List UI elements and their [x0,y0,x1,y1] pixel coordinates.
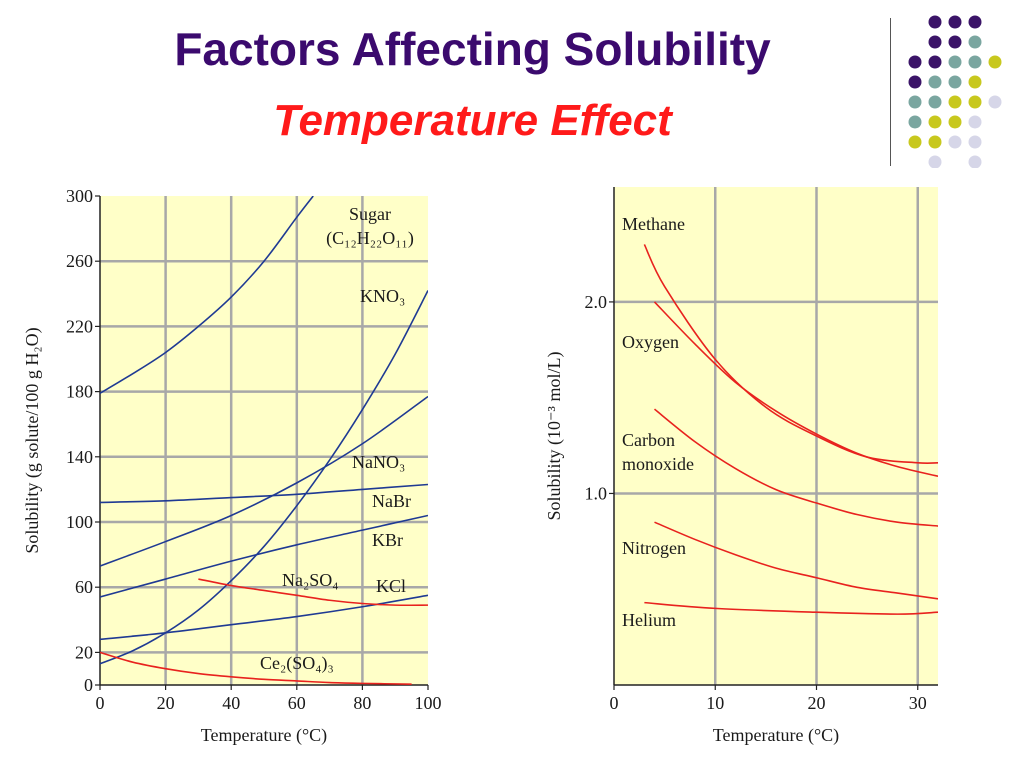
decor-dot [928,35,942,49]
decor-dot [968,95,982,109]
series-label: Oxygen [622,332,679,352]
x-tick-label: 30 [909,693,927,713]
series-label: NaBr [372,491,411,511]
decor-dot [908,135,922,149]
decor-dot [928,55,942,69]
decor-dot [908,115,922,129]
decor-dot [968,155,982,168]
y-tick-label: 300 [66,186,93,206]
series-label: Ce₂(SO₄)₃ [260,653,334,674]
decor-dot [948,35,962,49]
series-line-0 [100,196,314,394]
series-line-2 [100,395,428,567]
x-tick-label: 20 [808,693,826,713]
decorative-dot-grid [908,15,1002,168]
decor-dot [968,115,982,129]
y-tick-label: 1.0 [585,483,608,503]
series-label: Na₂SO₄ [282,570,339,590]
plot-area [614,187,938,685]
series-label: KNO₃ [360,286,405,306]
series-line-1 [653,301,938,478]
series-line-7 [100,651,412,685]
decor-dot [948,95,962,109]
series-label: KCl [376,576,406,596]
decor-dot [928,75,942,89]
series-label: monoxide [622,454,694,474]
decor-dot [948,15,962,29]
series-line-3 [654,521,938,600]
series-label: Helium [622,610,676,630]
decor-dot [988,95,1002,109]
decor-dot [988,55,1002,69]
title-divider [890,18,891,166]
decor-dot [968,135,982,149]
decor-dot [928,95,942,109]
y-tick-label: 20 [75,642,93,662]
decor-dot [948,115,962,129]
series-label: KBr [372,530,403,550]
series-line-6 [198,578,428,607]
series-line-4 [644,601,938,615]
series-label: Carbon [622,430,675,450]
y-axis-title: Solubility (10⁻³ mol/L) [544,352,565,521]
series-label: NaNO₃ [352,452,405,472]
decor-dot [908,95,922,109]
x-axis-title: Temperature (°C) [201,725,327,746]
series-line-3 [100,483,428,504]
x-tick-label: 10 [706,693,724,713]
decor-dot [928,155,942,168]
series-line-0 [643,244,938,465]
x-tick-label: 20 [157,693,175,713]
decor-dot [908,55,922,69]
decor-dot [908,75,922,89]
decor-dot [968,75,982,89]
decor-dot [928,115,942,129]
y-tick-label: 100 [66,512,93,532]
decor-dot [968,15,982,29]
x-tick-label: 100 [415,693,442,713]
decor-dot [948,55,962,69]
y-tick-label: 220 [66,316,93,336]
x-tick-label: 60 [288,693,306,713]
series-line-1 [100,290,428,665]
y-tick-label: 140 [66,447,93,467]
x-axis-title: Temperature (°C) [713,725,839,746]
series-label: Sugar [349,204,391,224]
series-line-5 [100,594,428,641]
series-line-2 [653,408,938,527]
y-tick-label: 2.0 [585,292,608,312]
slide-title: Factors Affecting Solubility [174,23,771,75]
slide-subtitle: Temperature Effect [273,96,672,145]
decor-dot [948,75,962,89]
series-label: Methane [622,214,685,234]
decor-dot [968,35,982,49]
y-axis-title: Solubility (g solute/100 g H₂O) [22,327,43,553]
series-label: (C₁₂H₂₂O₁₁) [326,228,414,249]
decor-dot [928,15,942,29]
x-tick-label: 0 [610,693,619,713]
y-tick-label: 180 [66,382,93,402]
y-tick-label: 0 [84,675,93,695]
x-tick-label: 0 [96,693,105,713]
y-tick-label: 60 [75,577,93,597]
x-tick-label: 40 [222,693,240,713]
x-tick-label: 80 [353,693,371,713]
series-label: Nitrogen [622,538,686,558]
decor-dot [928,135,942,149]
y-tick-label: 260 [66,251,93,271]
decor-dot [968,55,982,69]
series-line-4 [100,514,428,598]
decor-dot [948,135,962,149]
